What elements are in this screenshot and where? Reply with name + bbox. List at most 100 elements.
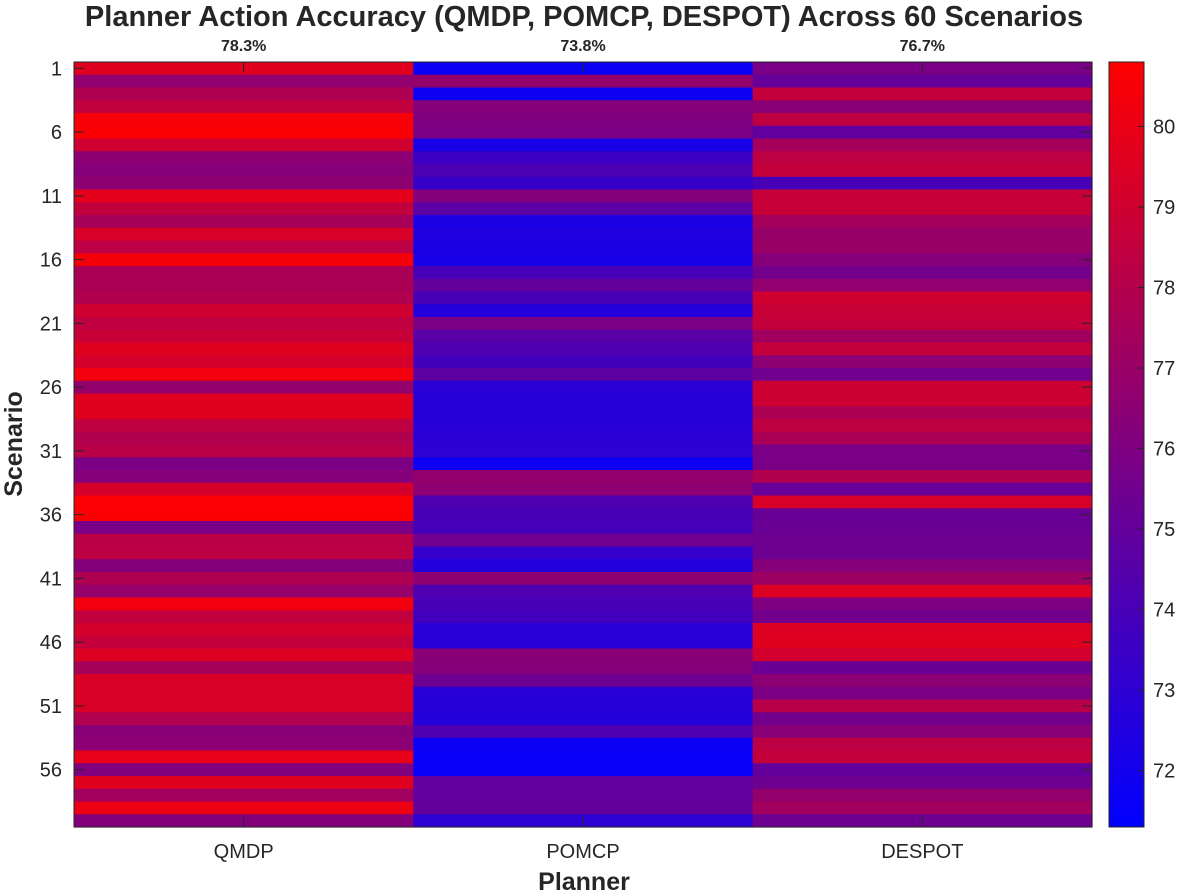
heatmap-cell — [752, 597, 1093, 611]
heatmap-cell — [752, 240, 1093, 254]
heatmap-cell — [74, 74, 414, 89]
y-tick-label: 11 — [41, 186, 62, 208]
heatmap-cell — [752, 584, 1093, 599]
heatmap-cell — [413, 164, 754, 178]
y-tick-label: 1 — [51, 58, 62, 80]
heatmap-cell — [413, 801, 754, 815]
heatmap-cell — [74, 763, 414, 777]
heatmap-cell — [752, 495, 1093, 509]
heatmap-cell — [74, 610, 414, 624]
heatmap-cell — [413, 521, 754, 535]
heatmap-cell — [413, 304, 754, 318]
heatmap-cell — [74, 533, 414, 548]
heatmap-cell — [752, 457, 1093, 471]
heatmap-cell — [413, 661, 754, 675]
heatmap-cell — [413, 788, 754, 803]
colorbar-tick-label: 74 — [1153, 600, 1175, 622]
heatmap-cell — [413, 750, 754, 764]
heatmap-cell — [752, 355, 1093, 369]
x-axis-label: Planner — [538, 868, 630, 894]
heatmap-cell — [74, 419, 414, 433]
x-tick-label: POMCP — [546, 841, 619, 863]
heatmap-cell — [413, 125, 754, 140]
heatmap-cell — [413, 393, 754, 407]
heatmap-cell — [74, 674, 414, 688]
heatmap-cell — [74, 240, 414, 254]
heatmap-cell — [74, 368, 414, 382]
heatmap-cell — [74, 113, 414, 127]
heatmap-cell — [752, 189, 1093, 203]
heatmap-cell — [74, 712, 414, 726]
heatmap-cell — [74, 482, 414, 497]
heatmap-cell — [413, 355, 754, 369]
heatmap-cell — [413, 113, 754, 127]
heatmap-cell — [413, 329, 754, 344]
heatmap-cell — [413, 508, 754, 522]
heatmap-cell — [752, 482, 1093, 497]
colorbar-tick-label: 80 — [1153, 116, 1175, 138]
heatmap-cell — [74, 164, 414, 178]
x-tick-label: QMDP — [214, 841, 274, 863]
heatmap-cell — [74, 635, 414, 650]
y-tick-label: 51 — [40, 696, 62, 718]
heatmap-cell — [74, 801, 414, 815]
heatmap-cell — [413, 712, 754, 726]
heatmap-cell — [752, 763, 1093, 777]
heatmap-cell — [413, 189, 754, 203]
heatmap-cell — [752, 648, 1093, 662]
colorbar-ticks: 72 73 74 75 76 77 78 79 80 — [1138, 116, 1175, 783]
heatmap-cell — [413, 253, 754, 267]
heatmap-cell — [74, 125, 414, 140]
heatmap-cell — [74, 431, 414, 446]
heatmap-cell — [413, 176, 754, 191]
heatmap-cell — [752, 304, 1093, 318]
heatmap-cell — [74, 253, 414, 267]
heatmap-cell — [752, 521, 1093, 535]
heatmap-cell — [74, 355, 414, 369]
heatmap-cell — [413, 495, 754, 509]
heatmap-cell — [74, 597, 414, 611]
heatmap-cell — [413, 546, 754, 560]
heatmap-cell — [74, 87, 414, 101]
heatmap-cell — [413, 444, 754, 458]
colorbar-tick-label: 72 — [1153, 761, 1175, 783]
heatmap-cell — [413, 368, 754, 382]
heatmap-cell — [74, 100, 414, 114]
heatmap-cell — [752, 113, 1093, 127]
heatmap-cell — [74, 508, 414, 522]
heatmap-cell — [413, 763, 754, 777]
heatmap-cell — [752, 368, 1093, 382]
heatmap-cell — [413, 317, 754, 331]
colorbar-tick-label: 79 — [1153, 197, 1175, 219]
heatmap-cell — [752, 546, 1093, 560]
heatmap-cell — [752, 801, 1093, 815]
heatmap-cell — [752, 737, 1093, 752]
heatmap-cell — [413, 610, 754, 624]
heatmap-cell — [413, 406, 754, 420]
heatmap-cell — [752, 393, 1093, 407]
y-tick-label: 31 — [40, 441, 62, 463]
colorbar-tick-label: 77 — [1153, 358, 1175, 380]
x-tick-label: DESPOT — [881, 841, 963, 863]
heatmap-cell — [74, 151, 414, 165]
heatmap-cell — [74, 457, 414, 471]
y-tick-label: 41 — [40, 568, 62, 590]
heatmap-cell — [413, 584, 754, 599]
heatmap-cell — [752, 329, 1093, 344]
heatmap-cell — [413, 635, 754, 650]
heatmap-cell — [752, 635, 1093, 650]
heatmap-cell — [74, 623, 414, 637]
heatmap-cell — [752, 686, 1093, 701]
heatmap-cell — [413, 240, 754, 254]
heatmap-cell — [74, 648, 414, 662]
heatmap-cell — [74, 686, 414, 701]
heatmap-cell — [74, 227, 414, 242]
heatmap-cell — [752, 74, 1093, 89]
heatmap-cell — [74, 342, 414, 356]
heatmap-cell — [74, 304, 414, 318]
y-axis-label: Scenario — [0, 391, 28, 497]
heatmap-cell — [74, 521, 414, 535]
column-mean-label: 76.7% — [900, 38, 945, 55]
heatmap-cell — [752, 725, 1093, 739]
